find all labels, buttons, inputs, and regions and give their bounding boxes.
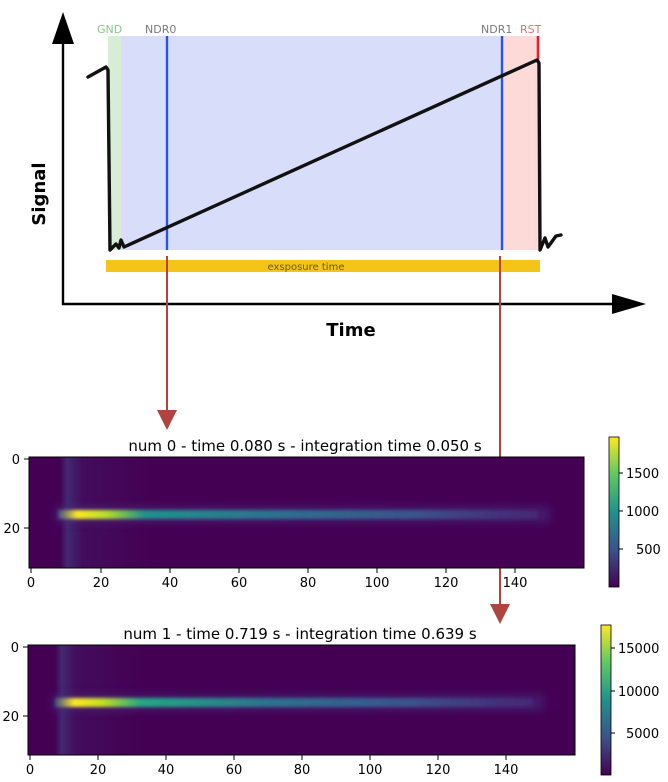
x-tick-label: 100: [365, 576, 390, 591]
x-tick-label: 120: [434, 576, 459, 591]
x-tick-label: 140: [503, 576, 528, 591]
y-axis-arrow-icon: [52, 12, 74, 44]
integration-region: [121, 36, 503, 250]
frame-panel-1: num 1 - time 0.719 s - integration time …: [2, 624, 659, 778]
x-tick-label: 60: [226, 763, 243, 778]
x-tick-label: 0: [26, 763, 34, 778]
timing-diagram: GND NDR0 NDR1 RST exsposure time Signal …: [29, 12, 646, 341]
colorbar-tick-label: 5000: [626, 727, 659, 742]
x-tick-label: 60: [231, 576, 248, 591]
signal-trace: [86, 58, 563, 252]
x-tick-label: 140: [494, 763, 519, 778]
rst-label: RST: [520, 23, 542, 36]
x-tick-label: 0: [27, 576, 35, 591]
exposure-bar: [106, 260, 540, 272]
x-tick-label: 40: [158, 763, 175, 778]
y-axis-label: Signal: [29, 162, 50, 225]
colorbar-tick-label: 15000: [618, 642, 659, 657]
panel-0-frame: [28, 456, 585, 569]
x-tick-label: 100: [358, 763, 383, 778]
panel-1-colorbar: 15000 10000 5000: [600, 624, 659, 776]
panel-0-colorbar: 1500 1000 500: [608, 436, 661, 588]
x-tick-label: 20: [93, 576, 110, 591]
x-axis-arrow-icon: [612, 294, 646, 314]
exposure-label: exsposure time: [268, 262, 345, 273]
x-axis-label: Time: [326, 320, 375, 341]
x-tick-label: 20: [90, 763, 107, 778]
panel-1-title: num 1 - time 0.719 s - integration time …: [123, 625, 477, 643]
frame-panel-0: num 0 - time 0.080 s - integration time …: [3, 436, 661, 591]
colorbar-tick-label: 10000: [618, 685, 659, 700]
panel-0-x-ticks: 0 20 40 60 80 100 120 140: [27, 568, 528, 591]
y-tick-label: 20: [3, 522, 20, 537]
ndr0-label: NDR0: [145, 23, 176, 36]
ndr1-label: NDR1: [481, 23, 512, 36]
y-tick-label: 20: [2, 710, 19, 725]
x-tick-label: 40: [162, 576, 179, 591]
panel-0-title: num 0 - time 0.080 s - integration time …: [128, 437, 482, 455]
x-tick-label: 80: [300, 576, 317, 591]
panel-1-image: [28, 645, 575, 755]
x-tick-label: 80: [294, 763, 311, 778]
colorbar-tick-label: 500: [636, 543, 661, 558]
panel-1-x-ticks: 0 20 40 60 80 100 120 140: [26, 755, 519, 778]
gnd-label: GND: [97, 23, 122, 36]
panel-0-image: [29, 457, 584, 568]
y-tick-label: 0: [11, 641, 19, 656]
panel-1-y-ticks: 0 20: [2, 641, 28, 725]
panel-0-y-ticks: 0 20: [3, 453, 29, 537]
colorbar-tick-label: 1000: [626, 505, 659, 520]
x-tick-label: 120: [426, 763, 451, 778]
y-tick-label: 0: [12, 453, 20, 468]
gnd-region: [108, 36, 124, 250]
colorbar-tick-label: 1500: [626, 467, 659, 482]
